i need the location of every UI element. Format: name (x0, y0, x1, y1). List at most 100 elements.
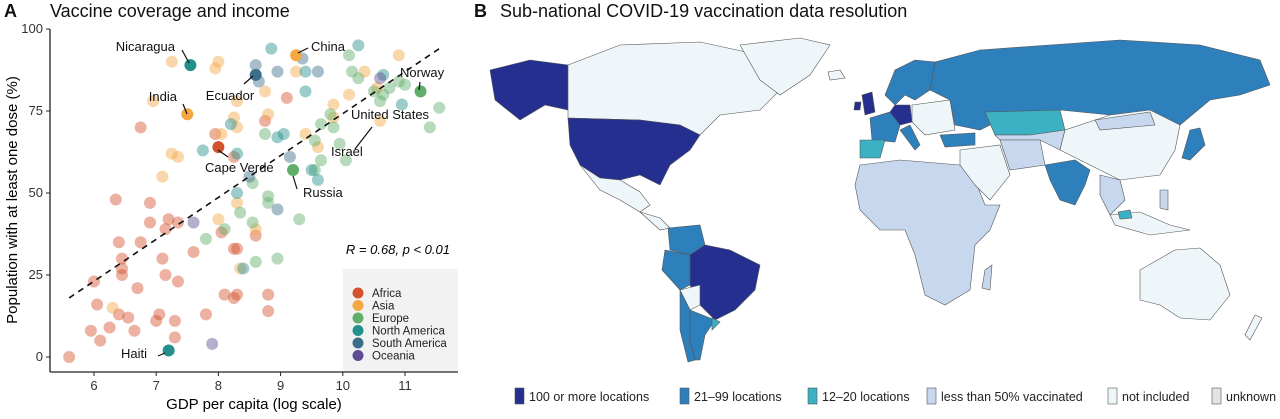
x-tick-label: 10 (336, 378, 350, 393)
data-point (199, 308, 212, 321)
data-point (249, 255, 262, 268)
data-point (187, 216, 200, 229)
data-point (346, 65, 359, 78)
country-germany (889, 104, 913, 126)
country-label: Nicaragua (116, 39, 176, 54)
country-spain (859, 139, 886, 159)
data-point (224, 118, 237, 131)
legend-swatch (352, 325, 364, 336)
panel-b-title: Sub-national COVID-19 vaccination data r… (500, 1, 907, 21)
map-legend-swatch (926, 387, 937, 405)
data-point (106, 301, 119, 314)
data-point (249, 229, 262, 242)
map-legend-swatch (807, 387, 818, 405)
data-point (231, 288, 244, 301)
leader-line (181, 49, 190, 64)
legend-label: Africa (372, 288, 402, 300)
country-mongolia (1094, 111, 1156, 131)
data-point (131, 282, 144, 295)
data-point (115, 252, 128, 265)
data-point (231, 147, 244, 160)
data-point (259, 114, 272, 127)
data-point (249, 59, 262, 72)
data-point (259, 127, 272, 140)
data-point (171, 216, 184, 229)
data-point (433, 101, 446, 114)
country-label: Russia (303, 185, 344, 200)
data-point (168, 331, 181, 344)
highlighted-point (184, 59, 197, 72)
data-point (343, 49, 356, 62)
data-point (234, 262, 247, 275)
correlation-annotation: R = 0.68, p < 0.01 (346, 242, 450, 257)
country-australia (1139, 247, 1231, 321)
country-central-america (639, 211, 671, 231)
leader-line (292, 175, 298, 190)
data-point (246, 177, 259, 190)
data-point (246, 216, 259, 229)
data-point (231, 121, 244, 134)
legend-label: Oceania (372, 351, 415, 363)
data-point (103, 321, 116, 334)
data-point (159, 223, 172, 236)
data-point (262, 288, 275, 301)
data-point (324, 108, 337, 121)
data-point (128, 324, 141, 337)
x-tick-label: 9 (277, 378, 284, 393)
data-point (423, 121, 436, 134)
data-point (88, 275, 100, 288)
map-legend-label: not included (1122, 390, 1189, 404)
data-point (212, 213, 225, 226)
country-madagascar (981, 264, 993, 291)
data-point (112, 236, 125, 249)
world-map (489, 37, 1271, 363)
highlighted-point (181, 108, 194, 121)
data-point (383, 82, 396, 95)
panel-a-letter: A (4, 1, 17, 21)
data-point (159, 269, 172, 281)
country-new-zealand (1244, 314, 1263, 341)
country-greenland (739, 37, 831, 96)
data-point (271, 131, 284, 144)
legend-swatch (352, 337, 364, 349)
leader-line (182, 103, 188, 115)
data-point (227, 291, 240, 304)
data-point (271, 203, 284, 216)
data-point (262, 305, 275, 318)
map-legend-label: 12–20 locations (822, 390, 910, 404)
data-point (308, 164, 321, 177)
data-point (377, 68, 390, 81)
data-point (305, 164, 318, 177)
data-point (115, 269, 128, 281)
data-point (327, 98, 340, 111)
country-label: Israel (331, 144, 363, 159)
data-point (374, 72, 387, 85)
country-label: India (149, 89, 178, 104)
country-uruguay (711, 317, 721, 331)
data-point (231, 187, 244, 199)
data-point (171, 275, 184, 288)
country-brazil (689, 244, 761, 321)
country-label: Ecuador (206, 88, 255, 103)
data-point (374, 114, 387, 127)
country-southeast-asia (1099, 174, 1126, 216)
country-turkey (939, 132, 976, 148)
scatter-plot: 0 25 50 75 100 6 7 8 9 10 11 GDP per capita (log sc… (4, 21, 458, 413)
data-point (227, 242, 240, 255)
x-tick-label: 6 (90, 378, 97, 393)
data-point (277, 127, 290, 140)
data-point (94, 334, 107, 347)
data-point (371, 82, 384, 95)
data-point (218, 223, 231, 236)
leader-line (297, 47, 309, 54)
data-point (315, 154, 328, 167)
x-tick-label: 7 (153, 378, 160, 393)
data-point (327, 121, 340, 134)
leader-line (157, 352, 166, 357)
highlighted-point (162, 344, 175, 357)
legend-swatch (352, 300, 364, 311)
stat-r: R = 0.68, (346, 242, 403, 257)
data-point (84, 324, 97, 337)
data-point (333, 137, 346, 150)
